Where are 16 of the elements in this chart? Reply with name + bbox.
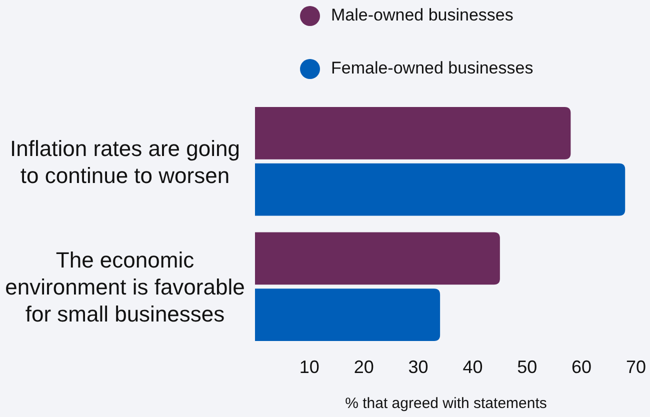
x-tick-label: 30 (408, 356, 428, 377)
x-tick-label: 50 (517, 356, 538, 377)
x-tick-label: 40 (462, 356, 483, 377)
legend-label: Female-owned businesses (331, 58, 534, 78)
x-tick-label: 70 (626, 356, 646, 377)
x-tick-label: 10 (299, 356, 320, 377)
legend-label: Male-owned businesses (331, 5, 514, 24)
bar (255, 163, 626, 216)
y-tick-label: The economic environment is favorable for small businesses (5, 247, 245, 326)
bar (255, 288, 440, 341)
x-axis-title: % that agreed with statements (345, 394, 547, 412)
x-tick-label: 60 (572, 356, 592, 377)
y-tick-label: Inflation rates are going to continue to worsen (10, 136, 240, 188)
bar (255, 107, 571, 160)
bar (255, 232, 500, 285)
x-tick-label: 20 (354, 356, 374, 377)
